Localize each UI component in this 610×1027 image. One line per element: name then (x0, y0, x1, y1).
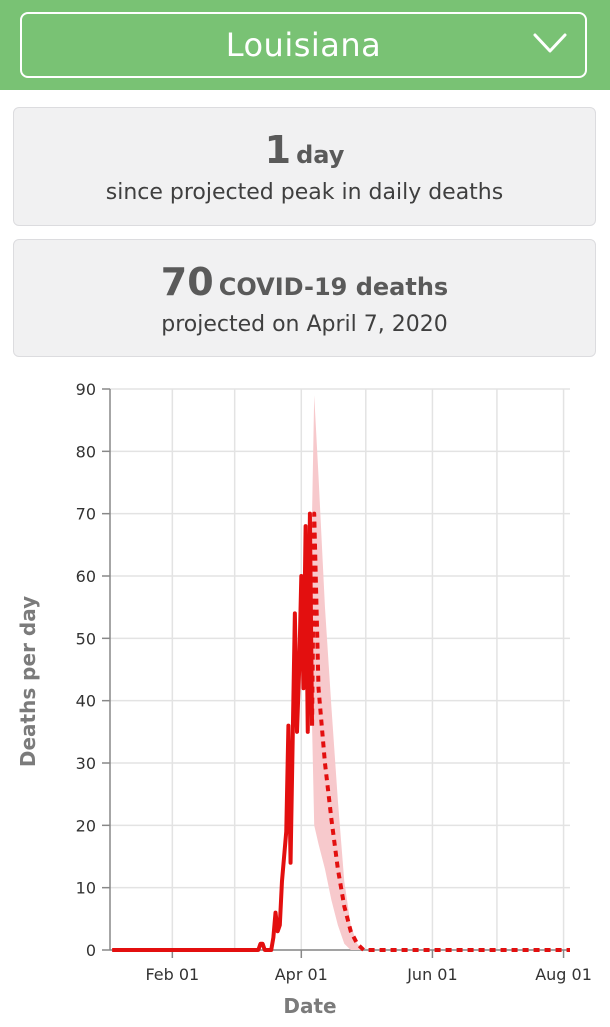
projected-deaths-line: 70 COVID-19 deaths (14, 260, 595, 304)
y-tick-label: 70 (76, 505, 96, 524)
uncertainty-band (312, 395, 364, 950)
y-tick-label: 30 (76, 754, 96, 773)
y-tick-label: 50 (76, 629, 96, 648)
y-tick-label: 60 (76, 567, 96, 586)
x-tick-label: Feb 01 (145, 965, 199, 984)
x-axis-label: Date (283, 994, 336, 1018)
state-dropdown-label: Louisiana (225, 26, 382, 64)
y-tick-label: 90 (76, 380, 96, 399)
projected-deaths-unit: COVID-19 deaths (218, 273, 449, 301)
y-tick-label: 20 (76, 816, 96, 835)
state-dropdown[interactable]: Louisiana (20, 12, 587, 78)
peak-days-unit: day (296, 141, 345, 169)
deaths-chart: 0 10 20 30 40 50 60 70 80 90 Feb 01 Apr 01 Jun 01 Aug… (0, 370, 610, 1023)
y-tick-label: 0 (86, 941, 96, 960)
y-tick-label: 10 (76, 879, 96, 898)
projected-deaths-subtitle: projected on April 7, 2020 (161, 312, 448, 337)
deaths-chart-svg: 0 10 20 30 40 50 60 70 80 90 Feb 01 Apr 01 Jun 01 Aug… (16, 380, 592, 1018)
y-axis-label: Deaths per day (16, 596, 40, 767)
projected-deaths-card: 70 COVID-19 deaths projected on April 7,… (13, 239, 596, 357)
x-tick-label: Apr 01 (275, 965, 328, 984)
chevron-down-icon (533, 33, 567, 53)
y-tick-label: 80 (76, 442, 96, 461)
observed-deaths-line-series (112, 511, 315, 952)
peak-days-card: 1 day since projected peak in daily deat… (13, 107, 596, 226)
x-tick-label: Aug 01 (535, 965, 592, 984)
peak-days-line: 1 day (14, 128, 595, 172)
y-tick-label: 40 (76, 692, 96, 711)
x-tick-label: Jun 01 (406, 965, 457, 984)
header-bar: Louisiana (0, 0, 610, 90)
peak-days-subtitle: since projected peak in daily deaths (105, 180, 504, 205)
projected-deaths-line-series (310, 511, 570, 952)
peak-days-value: 1 (264, 128, 292, 172)
projected-deaths-value: 70 (160, 260, 214, 304)
